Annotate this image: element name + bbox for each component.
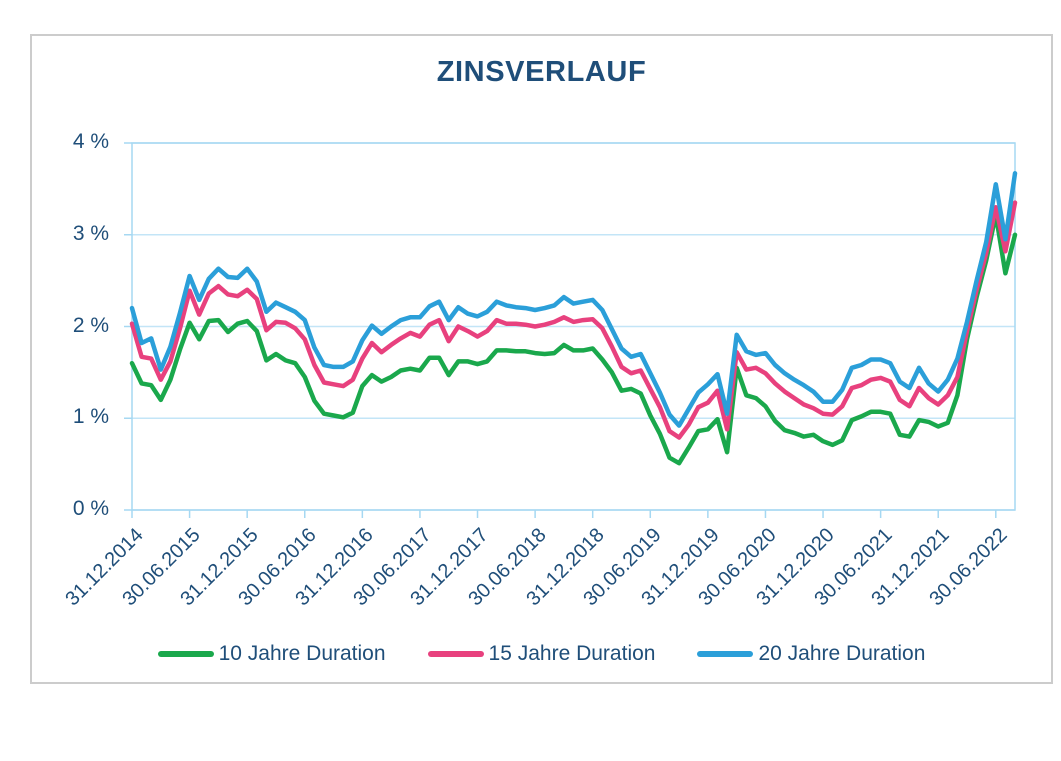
chart-plot <box>124 142 1018 518</box>
legend-line-icon <box>697 651 754 657</box>
chart-title: ZINSVERLAUF <box>436 56 647 88</box>
series-line-15-jahre <box>129 200 1018 440</box>
legend-item-label: 15 Jahre Duration <box>488 642 656 665</box>
legend-line-icon <box>157 651 214 657</box>
legend-line-icon <box>427 651 484 657</box>
legend-item-label: 20 Jahre Duration <box>758 642 926 665</box>
legend-item-label: 10 Jahre Duration <box>218 642 386 665</box>
legend-item: 15 Jahre Duration <box>427 642 656 666</box>
legend-item: 20 Jahre Duration <box>697 642 925 666</box>
legend-item: 10 Jahre Duration <box>157 642 386 666</box>
series-line-10-jahre <box>129 212 1018 466</box>
chart-card: ZINSVERLAUF 4 % 3 % 2 % 1 % 0 % 31.12.2014 30… <box>30 34 1053 684</box>
legend: 10 Jahre Duration 15 Jahre Duration 20 Jah… <box>32 642 1051 666</box>
series-line-20-jahre <box>129 171 1018 428</box>
